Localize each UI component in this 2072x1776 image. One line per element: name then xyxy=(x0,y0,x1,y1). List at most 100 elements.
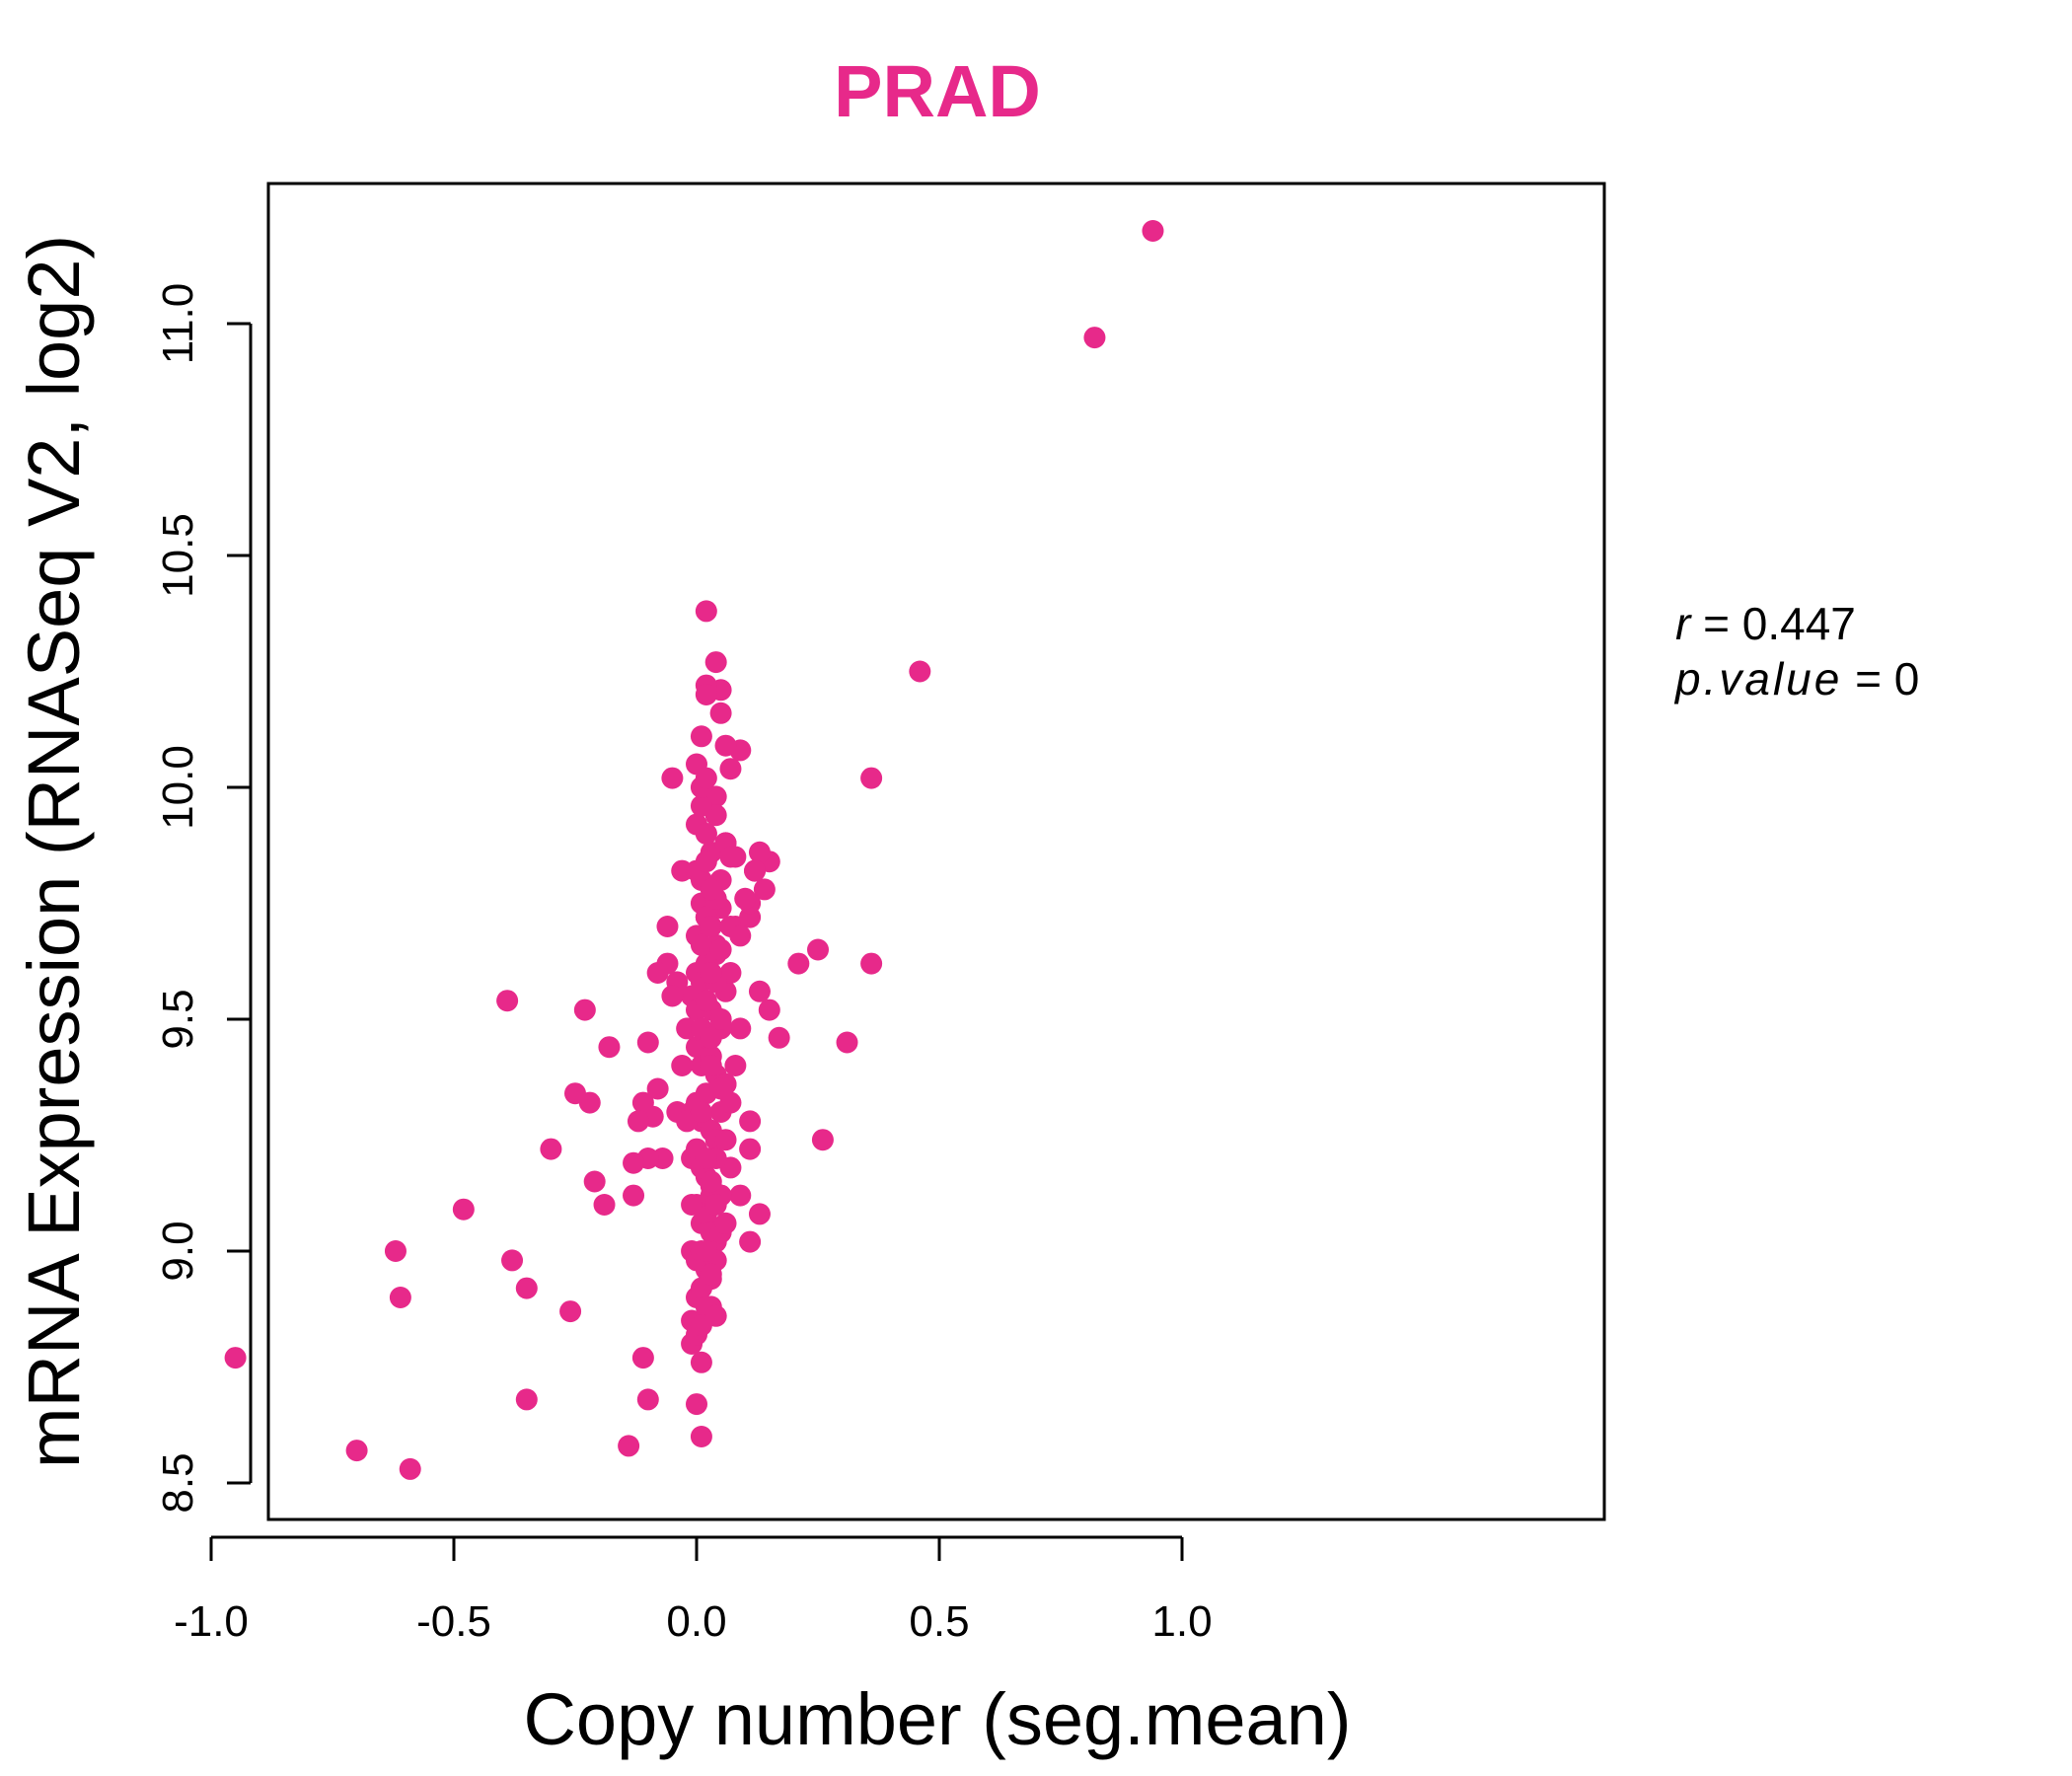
data-point xyxy=(719,846,742,868)
data-point xyxy=(573,999,596,1021)
data-point xyxy=(709,702,732,724)
data-point xyxy=(739,1110,762,1133)
data-point xyxy=(399,1457,421,1480)
data-point xyxy=(700,878,722,901)
data-point xyxy=(758,999,780,1021)
data-point xyxy=(860,952,883,975)
data-point xyxy=(623,1184,645,1207)
data-point xyxy=(739,1230,762,1253)
y-tick-label: 8.5 xyxy=(154,1452,202,1513)
r-label: r xyxy=(1675,598,1692,649)
data-point xyxy=(690,1351,712,1373)
data-point xyxy=(452,1198,475,1221)
data-point xyxy=(583,1170,606,1193)
data-point xyxy=(748,841,771,863)
data-point xyxy=(598,1036,621,1059)
y-tick-label: 10.0 xyxy=(154,745,202,830)
data-point xyxy=(646,962,669,984)
y-tick-label: 9.0 xyxy=(154,1221,202,1281)
data-point xyxy=(739,1138,762,1160)
data-point xyxy=(631,1091,654,1114)
data-point xyxy=(836,1031,858,1054)
data-point xyxy=(704,1194,727,1216)
data-point xyxy=(860,767,883,789)
x-axis: -1.0 -0.5 0.0 0.5 1.0 xyxy=(174,1535,1213,1646)
data-point xyxy=(753,878,776,901)
data-point xyxy=(695,990,717,1012)
data-point xyxy=(1083,327,1106,349)
data-point xyxy=(700,916,722,937)
data-point xyxy=(515,1277,538,1299)
data-point xyxy=(709,938,732,961)
data-point xyxy=(389,1287,411,1308)
data-point xyxy=(695,823,717,845)
y-tick-label: 10.5 xyxy=(154,513,202,598)
data-point xyxy=(811,1129,834,1151)
chart-title: PRAD xyxy=(834,50,1041,132)
data-point xyxy=(807,938,829,961)
p-stat: p.value = 0 xyxy=(1673,653,1919,704)
plot-frame xyxy=(266,182,1606,1521)
p-value: 0 xyxy=(1894,653,1920,704)
r-value: 0.447 xyxy=(1742,598,1856,649)
data-point xyxy=(671,1055,694,1076)
data-point xyxy=(690,1101,712,1123)
data-point xyxy=(704,651,727,674)
data-point xyxy=(748,980,771,1002)
data-point xyxy=(748,1203,771,1225)
data-point xyxy=(714,1129,737,1151)
x-tick-label: 0.0 xyxy=(666,1597,726,1646)
data-point xyxy=(501,1249,524,1272)
data-point xyxy=(695,684,717,705)
x-axis-title: Copy number (seg.mean) xyxy=(523,1678,1351,1760)
data-point xyxy=(700,1055,722,1076)
data-point xyxy=(909,660,931,683)
y-tick-label: 11.0 xyxy=(154,283,202,364)
data-point xyxy=(627,1110,649,1133)
data-point xyxy=(623,1151,645,1174)
data-point xyxy=(636,1388,659,1411)
data-point xyxy=(700,1026,722,1049)
data-point xyxy=(224,1347,247,1369)
data-point xyxy=(695,1240,717,1262)
data-point xyxy=(700,1263,722,1286)
data-point xyxy=(515,1388,538,1411)
data-point xyxy=(690,1314,712,1337)
data-point xyxy=(787,952,810,975)
data-point xyxy=(700,1170,722,1193)
data-point xyxy=(646,1077,669,1100)
data-point xyxy=(744,859,767,882)
data-point xyxy=(636,1031,659,1054)
data-point xyxy=(540,1138,562,1160)
data-point xyxy=(714,1212,737,1234)
y-axis-title: mRNA Expression (RNASeq V2, log2) xyxy=(13,235,95,1468)
data-point xyxy=(686,1393,707,1416)
data-point xyxy=(714,734,737,757)
x-tick-label: -1.0 xyxy=(174,1597,249,1646)
data-point xyxy=(690,794,712,817)
data-point xyxy=(690,725,712,748)
data-point xyxy=(681,1194,703,1216)
data-point xyxy=(695,851,717,873)
r-stat: r = 0.447 xyxy=(1675,598,1856,649)
data-points xyxy=(224,220,1164,1480)
data-point xyxy=(734,887,757,910)
data-point xyxy=(700,962,722,984)
data-point xyxy=(559,1300,582,1323)
data-point xyxy=(695,600,717,623)
data-point xyxy=(729,1184,752,1207)
data-point xyxy=(661,985,684,1007)
x-tick-label: 0.5 xyxy=(909,1597,969,1646)
data-point xyxy=(729,925,752,947)
correlation-stats: r = 0.447 p.value = 0 xyxy=(1673,598,1919,704)
data-point xyxy=(661,767,684,789)
data-point xyxy=(709,1008,732,1030)
data-point xyxy=(690,1426,712,1447)
data-point xyxy=(564,1082,586,1105)
y-tick-label: 9.5 xyxy=(154,989,202,1049)
p-label: p.value xyxy=(1673,653,1842,704)
data-point xyxy=(709,1077,732,1100)
x-tick-label: -0.5 xyxy=(416,1597,491,1646)
data-point xyxy=(384,1240,407,1262)
data-point xyxy=(695,767,717,789)
